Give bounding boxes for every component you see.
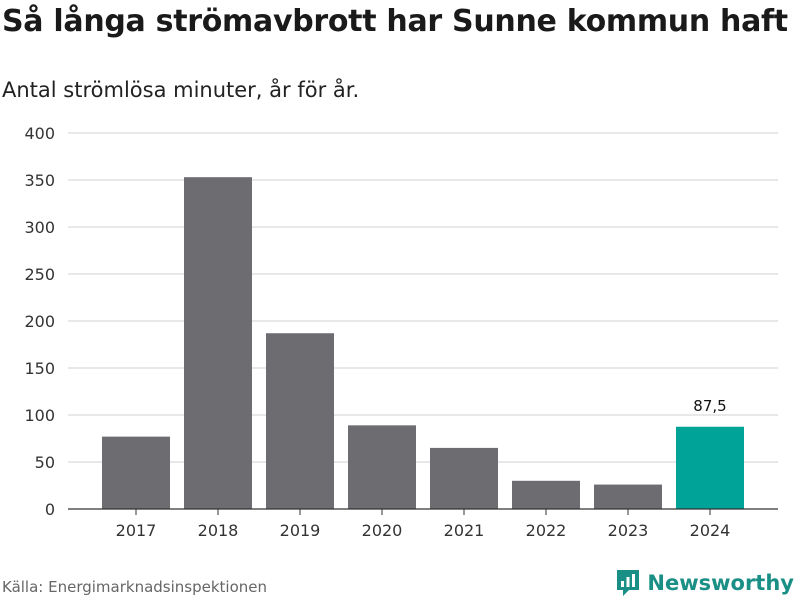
data-label-2024: 87,5	[693, 397, 726, 415]
x-tick-label: 2017	[116, 521, 157, 540]
bar-2024	[676, 426, 744, 509]
x-tick-label: 2020	[362, 521, 403, 540]
y-tick-label: 300	[24, 218, 55, 237]
y-tick-label: 50	[35, 453, 55, 472]
x-tick-label: 2024	[690, 521, 731, 540]
x-tick-label: 2023	[608, 521, 649, 540]
bar-2020	[348, 425, 416, 509]
y-tick-label: 100	[24, 406, 55, 425]
newsworthy-logo-icon	[617, 570, 640, 596]
chart-title: Så långa strömavbrott har Sunne kommun h…	[2, 4, 788, 39]
x-tick-label: 2021	[444, 521, 485, 540]
bar-2017	[102, 436, 170, 509]
x-axis-ticks: 2017 2018 2019 2020 2021 2022 2023 2024	[116, 509, 731, 540]
bar-2021	[430, 447, 498, 509]
chart-subtitle: Antal strömlösa minuter, år för år.	[2, 78, 360, 102]
y-tick-label: 350	[24, 171, 55, 190]
bar-2019	[266, 333, 334, 509]
bar-2022	[512, 480, 580, 509]
y-tick-label: 400	[24, 124, 55, 143]
y-axis-ticks: 0 50 100 150 200 250 300 350 400	[24, 124, 55, 519]
brand-name: Newsworthy	[647, 571, 794, 595]
x-tick-label: 2019	[280, 521, 321, 540]
brand-logo: Newsworthy	[615, 568, 794, 598]
y-tick-label: 250	[24, 265, 55, 284]
x-tick-label: 2022	[526, 521, 567, 540]
y-tick-label: 150	[24, 359, 55, 378]
data-labels: 87,5	[693, 397, 726, 415]
source-note: Källa: Energimarknadsinspektionen	[2, 578, 268, 596]
x-tick-label: 2018	[198, 521, 239, 540]
y-tick-label: 0	[45, 500, 55, 519]
bars	[102, 177, 744, 509]
gridlines	[68, 132, 778, 463]
bar-2023	[594, 484, 662, 509]
bar-2018	[184, 177, 252, 509]
y-tick-label: 200	[24, 312, 55, 331]
